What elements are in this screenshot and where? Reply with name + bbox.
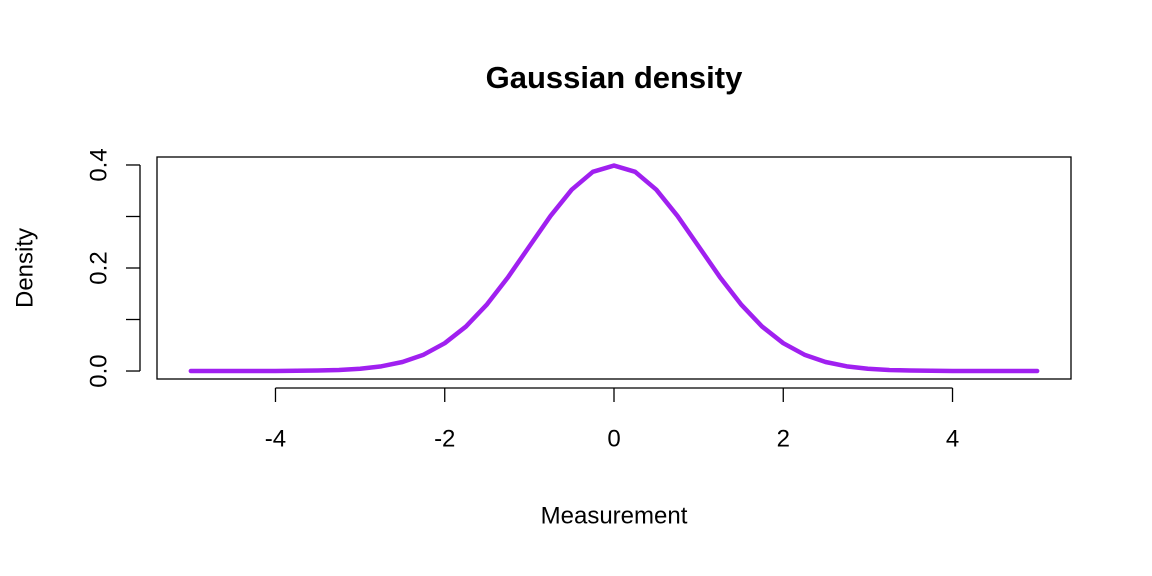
x-tick-label: 2 [777,425,790,452]
y-tick-label: 0.2 [85,251,112,284]
y-tick-label: 0.0 [85,354,112,387]
density-line [188,163,1040,374]
plot-frame [156,156,1072,380]
x-tick-label: -2 [434,425,455,452]
x-tick-label: 4 [946,425,959,452]
y-tick-label: 0.4 [85,148,112,181]
chart-title: Gaussian density [486,60,743,95]
x-axis-label: Measurement [541,502,688,529]
x-tick-label: -4 [265,425,286,452]
x-tick-label: 0 [607,425,620,452]
y-axis-label: Density [11,228,38,308]
